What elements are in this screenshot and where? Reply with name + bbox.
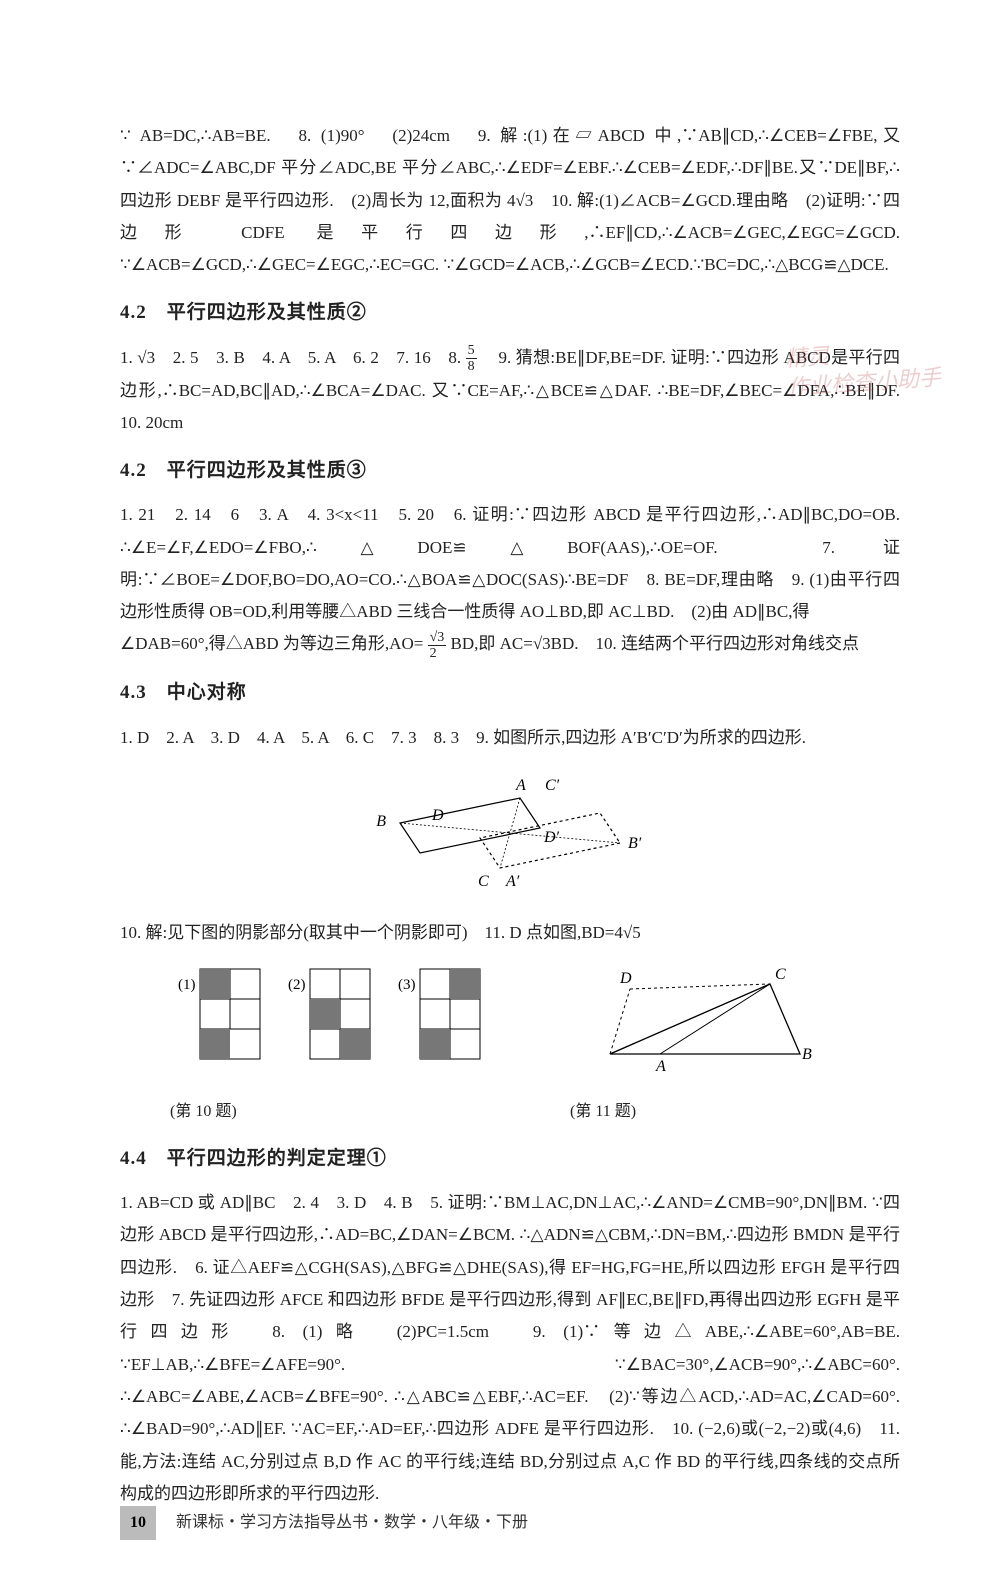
figure-caption: (第 11 题) — [570, 1097, 850, 1127]
section-title: 4.2 平行四边形及其性质② — [120, 295, 900, 331]
page-number: 10 — [120, 1506, 156, 1540]
svg-text:B′: B′ — [628, 835, 642, 852]
figure-q9: A C′ B B′ C A′ D′ D — [120, 768, 900, 909]
svg-text:B: B — [802, 1046, 812, 1063]
section-title: 4.3 中心对称 — [120, 675, 900, 711]
svg-text:D: D — [431, 807, 444, 824]
svg-text:A: A — [515, 777, 526, 794]
svg-text:C: C — [775, 966, 786, 983]
svg-text:D′: D′ — [543, 829, 560, 846]
figure-caption: (第 10 题) — [170, 1097, 510, 1127]
svg-text:(1): (1) — [178, 977, 196, 993]
s42c-para-a: 1. 21 2. 14 6 3. A 4. 3<x<11 5. 20 6. 证明… — [120, 499, 900, 628]
text: ∠DAB=60°,得△ABD 为等边三角形,AO= — [120, 634, 423, 653]
answers-prev-continued: ∵ AB=DC,∴AB=BE. 8. (1)90° (2)24cm 9. 解:(… — [120, 120, 900, 281]
s43-caption-10-11: 10. 解:见下图的阴影部分(取其中一个阴影即可) 11. D 点如图,BD=4… — [120, 917, 900, 949]
svg-text:B: B — [376, 813, 386, 830]
footer-text: 新课标・学习方法指导丛书・数学・八年级・下册 — [176, 1514, 528, 1531]
s44-para: 1. AB=CD 或 AD∥BC 2. 4 3. D 4. B 5. 证明:∵B… — [120, 1187, 900, 1510]
text: BD,即 AC=√3BD. 10. 连结两个平行四边形对角线交点 — [451, 634, 860, 653]
grid-shapes: (1) (2) — [170, 959, 510, 1079]
svg-text:A′: A′ — [505, 873, 520, 890]
figure-q11: A B C D (第 11 题) — [570, 959, 850, 1127]
parallelogram-reflection: A C′ B B′ C A′ D′ D — [340, 768, 680, 898]
section-title: 4.4 平行四边形的判定定理① — [120, 1141, 900, 1177]
fraction-sqrt3-2: √32 — [428, 630, 447, 662]
section-title: 4.2 平行四边形及其性质③ — [120, 453, 900, 489]
svg-text:(3): (3) — [398, 977, 416, 993]
figure-row-10-11: (1) (2) — [120, 959, 900, 1127]
page-footer: 10 新课标・学习方法指导丛书・数学・八年级・下册 — [120, 1506, 528, 1540]
svg-text:D: D — [619, 970, 632, 987]
s42c-para-b: ∠DAB=60°,得△ABD 为等边三角形,AO= √32 BD,即 AC=√3… — [120, 628, 900, 661]
triangle-with-d: A B C D — [570, 959, 850, 1079]
s43-line: 1. D 2. A 3. D 4. A 5. A 6. C 7. 3 8. 3 … — [120, 722, 900, 754]
text: 1. √3 2. 5 3. B 4. A 5. A 6. 2 7. 16 8. — [120, 348, 466, 367]
svg-text:C′: C′ — [545, 777, 560, 794]
svg-text:C: C — [478, 873, 489, 890]
svg-text:A: A — [655, 1058, 666, 1075]
fraction-5-8: 58 — [466, 343, 477, 375]
s42b-para: 1. √3 2. 5 3. B 4. A 5. A 6. 2 7. 16 8. … — [120, 342, 900, 440]
page: 精灵 作业检查小助手 ∵ AB=DC,∴AB=BE. 8. (1)90° (2)… — [0, 0, 1000, 1570]
svg-text:(2): (2) — [288, 977, 306, 993]
figure-q10: (1) (2) — [170, 959, 510, 1127]
